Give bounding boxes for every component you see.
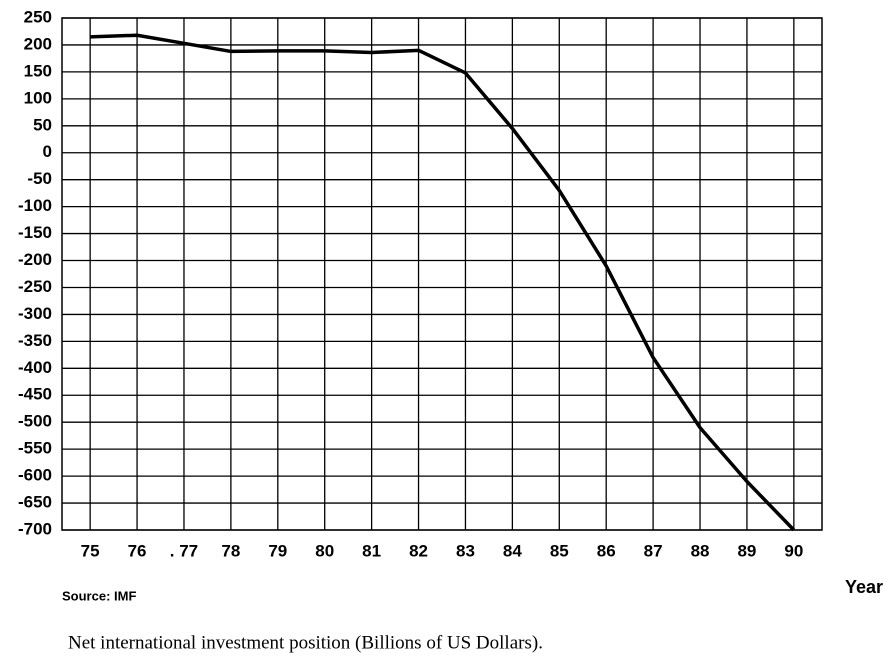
x-tick-label: 75 [81, 541, 100, 560]
y-tick-label: -150 [18, 223, 52, 242]
x-tick-label: 76 [128, 541, 147, 560]
plot-frame [61, 17, 823, 531]
y-tick-label: 250 [24, 7, 52, 26]
x-axis-label: Year [845, 577, 883, 597]
y-tick-label: 100 [24, 88, 52, 107]
y-tick-label: 50 [33, 115, 52, 134]
x-tick-label: 89 [737, 541, 756, 560]
x-tick-label: 85 [550, 541, 569, 560]
x-tick-label: 84 [503, 541, 522, 560]
caption: Net international investment position (B… [68, 632, 543, 653]
y-tick-label: -300 [18, 304, 52, 323]
y-tick-label: -100 [18, 196, 52, 215]
y-tick-label: -700 [18, 519, 52, 538]
x-tick-label: 80 [315, 541, 334, 560]
x-tick-label: 86 [597, 541, 616, 560]
y-tick-label: -50 [27, 169, 52, 188]
x-tick-label: 90 [784, 541, 803, 560]
y-tick-label: -450 [18, 385, 52, 404]
x-tick-label: . 77 [170, 541, 198, 560]
x-tick-label: 79 [268, 541, 287, 560]
y-tick-label: -550 [18, 439, 52, 458]
y-tick-label: -500 [18, 412, 52, 431]
y-tick-label: -250 [18, 277, 52, 296]
y-tick-label: -600 [18, 466, 52, 485]
x-tick-label: 88 [691, 541, 710, 560]
y-tick-label: 150 [24, 61, 52, 80]
x-tick-label: 81 [362, 541, 381, 560]
y-tick-label: -200 [18, 250, 52, 269]
y-tick-label: -650 [18, 493, 52, 512]
x-tick-label: 83 [456, 541, 475, 560]
y-tick-label: 200 [24, 34, 52, 53]
x-tick-label: 87 [644, 541, 663, 560]
y-tick-label: 0 [43, 142, 52, 161]
source-note: Source: IMF [62, 588, 136, 603]
x-tick-label: 78 [221, 541, 240, 560]
y-tick-label: -350 [18, 331, 52, 350]
data-line [90, 33, 796, 532]
x-tick-label: 82 [409, 541, 428, 560]
y-tick-label: -400 [18, 358, 52, 377]
